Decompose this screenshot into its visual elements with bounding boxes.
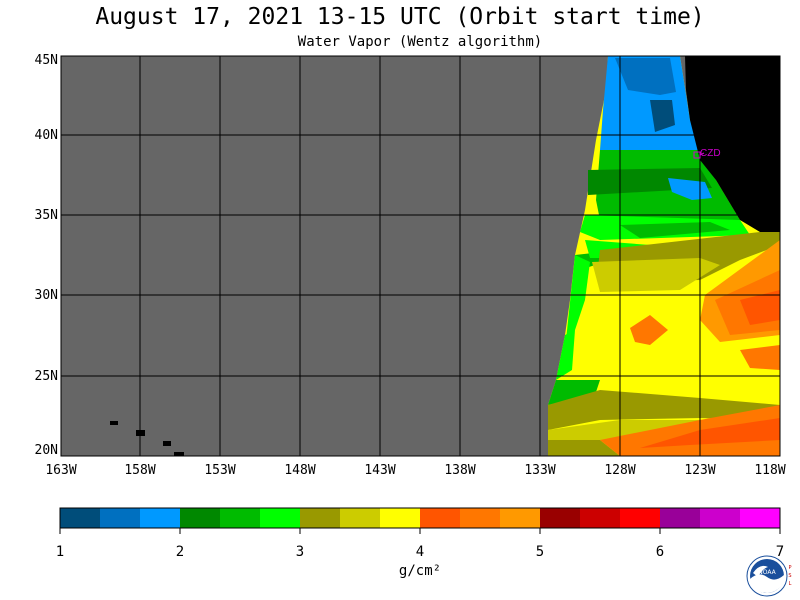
colorbar-swatch: [340, 508, 381, 528]
colorbar-tick-1: 1: [55, 544, 65, 560]
colorbar-swatch: [60, 508, 101, 528]
colorbar-units: g/cm²: [398, 563, 442, 579]
colorbar: [59, 507, 781, 534]
colorbar-swatch: [380, 508, 421, 528]
map-subtitle: Water Vapor (Wentz algorithm): [297, 34, 543, 50]
colorbar-swatch: [700, 508, 741, 528]
colorbar-tick-5: 5: [535, 544, 545, 560]
lon-label-163: 163W: [45, 463, 77, 478]
colorbar-swatch: [580, 508, 621, 528]
colorbar-tick-3: 3: [295, 544, 305, 560]
lon-label-143: 143W: [364, 463, 396, 478]
colorbar-swatch: [620, 508, 661, 528]
colorbar-swatch: [180, 508, 221, 528]
colorbar-swatch: [500, 508, 541, 528]
colorbar-tick-2: 2: [175, 544, 185, 560]
colorbar-swatch: [100, 508, 141, 528]
colorbar-tick-4: 4: [415, 544, 425, 560]
svg-text:NOAA: NOAA: [758, 569, 776, 576]
lat-label-35: 35N: [34, 208, 58, 223]
lon-label-128: 128W: [604, 463, 636, 478]
colorbar-swatch: [740, 508, 781, 528]
colorbar-swatch: [220, 508, 261, 528]
map-frame: [60, 55, 781, 457]
lat-label-40: 40N: [34, 128, 58, 143]
satellite-swath: [548, 56, 780, 456]
svg-text:S: S: [788, 573, 791, 579]
lat-label-45: 45N: [34, 53, 58, 68]
station-czd-marker: [693, 151, 705, 159]
lat-label-20: 20N: [34, 443, 58, 458]
lon-label-153: 153W: [204, 463, 236, 478]
map-title: August 17, 2021 13-15 UTC (Orbit start t…: [95, 4, 705, 30]
lon-label-118: 118W: [754, 463, 786, 478]
svg-text:P: P: [788, 565, 791, 571]
north-america-land: [685, 56, 780, 232]
colorbar-swatch: [140, 508, 181, 528]
colorbar-tick-6: 6: [655, 544, 665, 560]
colorbar-swatch: [460, 508, 501, 528]
noaa-logo: NOAA P S L: [746, 555, 792, 597]
station-czd-label: CZD: [700, 148, 721, 159]
colorbar-swatch: [260, 508, 301, 528]
colorbar-swatch: [540, 508, 581, 528]
lon-label-138: 138W: [444, 463, 476, 478]
lon-label-123: 123W: [684, 463, 716, 478]
lat-label-25: 25N: [34, 369, 58, 384]
colorbar-swatch: [660, 508, 701, 528]
svg-text:L: L: [789, 581, 792, 587]
colorbar-swatch: [420, 508, 461, 528]
lon-label-133: 133W: [524, 463, 556, 478]
lat-lon-grid: [61, 56, 780, 456]
lon-label-158: 158W: [124, 463, 156, 478]
colorbar-swatch: [300, 508, 341, 528]
colorbar-tick-7: 7: [775, 544, 785, 560]
lat-label-30: 30N: [34, 288, 58, 303]
lon-label-148: 148W: [284, 463, 316, 478]
